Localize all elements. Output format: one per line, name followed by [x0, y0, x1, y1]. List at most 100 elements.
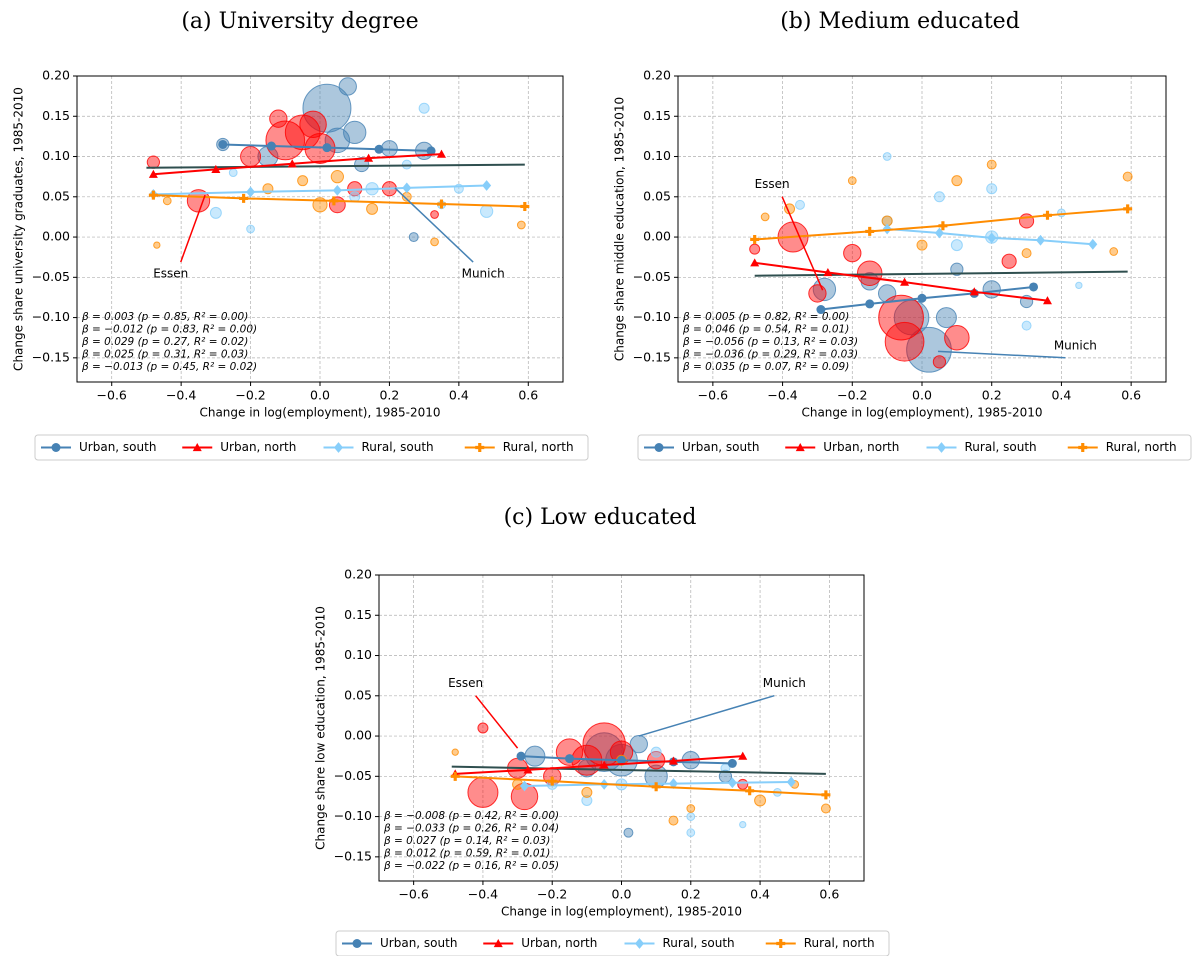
x-tick-label: 0.6: [518, 388, 538, 403]
annotation-arrow: [475, 695, 519, 749]
panel: (a) University degree−0.6 −0.4 −0.2 0.0 0.2 0…: [12, 9, 589, 461]
y-tick-label: 0.00: [42, 229, 70, 244]
bubble: [467, 776, 499, 808]
bubble: [430, 210, 439, 219]
y-tick-label: 0.15: [42, 108, 70, 123]
bubble: [668, 815, 679, 826]
y-tick-label: 0.10: [643, 148, 671, 163]
fit-marker: [246, 186, 256, 198]
legend-label: Rural, south: [965, 440, 1037, 454]
fit-marker: [917, 293, 927, 303]
fit-marker: [287, 159, 297, 168]
legend-marker: [493, 939, 503, 948]
fit-marker: [823, 267, 833, 277]
x-tick-label: −0.6: [97, 388, 127, 403]
fit-marker: [738, 751, 748, 760]
y-tick-label: −0.05: [334, 768, 372, 783]
fit-marker: [547, 776, 557, 786]
y-tick-label: 0.00: [643, 229, 671, 244]
x-tick-label: −0.4: [166, 388, 196, 403]
bubble: [906, 326, 952, 373]
bubble: [265, 120, 306, 161]
bubble: [951, 175, 963, 187]
x-tick-label: 0.0: [912, 388, 932, 403]
fit-marker: [437, 149, 446, 158]
y-tick-label: 0.05: [344, 687, 372, 702]
fit-marker: [1042, 210, 1052, 220]
plot-frame: [677, 75, 1167, 383]
fit-marker: [523, 765, 533, 774]
bubble: [1057, 208, 1066, 218]
panel: (c) Low educated −0.6 −0.4 −0.2 0.0 0.2 0.4 0.6…: [314, 505, 890, 956]
overall-fit-line: [146, 163, 525, 169]
bubble: [581, 794, 593, 806]
bubble: [950, 239, 963, 252]
fit-statistic: β = 0.005 (p = 0.82, R² = 0.00): [682, 311, 849, 323]
fit-marker: [969, 287, 979, 296]
fit-marker: [934, 227, 944, 239]
fit-statistic: β = 0.012 (p = 0.59, R² = 0.01): [383, 848, 550, 860]
fit-marker: [865, 299, 875, 309]
fit-marker: [821, 790, 831, 800]
overall-fit-line: [451, 765, 826, 775]
bubble: [330, 170, 344, 184]
panel-title: (c) Low educated: [504, 505, 697, 530]
x-tick-label: 0.6: [819, 887, 839, 902]
bubble: [366, 202, 379, 215]
bubble: [477, 722, 489, 734]
y-tick-label: −0.15: [334, 848, 372, 863]
bubble: [686, 828, 696, 838]
bubble: [856, 260, 883, 287]
x-axis-label: Change in log(employment), 1985-2010: [801, 406, 1042, 420]
x-tick-label: 0.6: [1121, 388, 1141, 403]
fit-statistic: β = 0.025 (p = 0.31, R² = 0.03): [81, 349, 248, 361]
legend-marker: [1078, 443, 1088, 452]
y-axis-label: Change share university graduates, 1985-…: [12, 87, 26, 371]
bubble: [581, 786, 593, 798]
bubble: [820, 803, 831, 814]
bubble: [950, 262, 964, 276]
bubble: [944, 324, 970, 351]
fit-statistic: β = −0.056 (p = 0.13, R² = 0.03): [682, 336, 858, 348]
bubble: [430, 237, 439, 247]
fit-statistic: β = −0.036 (p = 0.29, R² = 0.03): [682, 349, 858, 361]
x-tick-label: −0.4: [767, 388, 797, 403]
bubble: [808, 284, 827, 303]
fit-marker: [987, 232, 997, 244]
bubble: [847, 176, 857, 186]
fit-marker: [426, 146, 436, 156]
fit-statistic: β = 0.027 (p = 0.14, R² = 0.03): [383, 835, 550, 847]
fit-marker: [148, 169, 158, 178]
panel: (b) Medium educated −0.6 −0.4 −0.2 0.0 0.2 0.4…: [613, 9, 1192, 461]
bubble: [737, 778, 749, 790]
bubble: [228, 168, 238, 178]
bubble: [843, 243, 862, 263]
annotation-label: Munich: [462, 267, 505, 281]
legend-label: Rural, north: [503, 440, 574, 454]
fit-marker: [565, 754, 575, 764]
bubble: [269, 109, 288, 128]
bubble: [408, 232, 419, 243]
bubble: [933, 191, 945, 203]
legend-marker: [192, 443, 202, 452]
legend-label: Urban, north: [521, 936, 597, 950]
fit-statistic: β = −0.012 (p = 0.83, R² = 0.00): [81, 324, 257, 336]
fit-marker: [1123, 204, 1133, 214]
bubble: [1021, 320, 1032, 331]
bubble: [812, 277, 837, 302]
fit-marker: [865, 226, 875, 236]
x-tick-label: −0.2: [235, 388, 265, 403]
y-axis-label: Change share low education, 1985-2010: [314, 606, 328, 850]
bubble: [451, 748, 459, 756]
fit-statistic: β = −0.008 (p = 0.42, R² = 0.00): [383, 810, 559, 822]
legend-box: [34, 434, 589, 461]
fit-marker: [329, 196, 339, 206]
y-tick-label: 0.10: [344, 647, 372, 662]
y-tick-label: −0.10: [32, 309, 70, 324]
legend-label: Urban, south: [380, 936, 457, 950]
bubble: [932, 355, 947, 369]
fit-marker: [1042, 296, 1052, 305]
plot-frame: [76, 75, 564, 383]
y-tick-label: 0.05: [42, 188, 70, 203]
